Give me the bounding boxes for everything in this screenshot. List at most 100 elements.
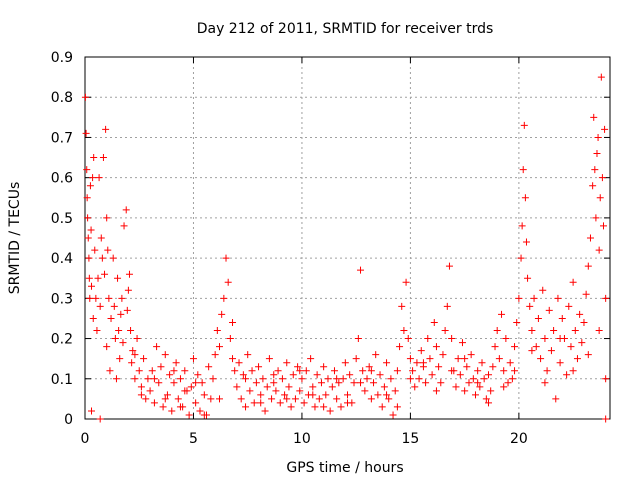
data-point — [474, 367, 482, 375]
x-tick-label: 0 — [81, 431, 90, 447]
data-point — [498, 310, 506, 318]
data-point — [248, 367, 256, 375]
data-point — [409, 367, 417, 375]
data-point — [480, 375, 488, 383]
data-point — [517, 254, 525, 262]
data-point — [476, 383, 484, 391]
data-point — [556, 335, 564, 343]
data-point — [406, 355, 414, 363]
data-point — [461, 387, 469, 395]
data-point — [582, 290, 590, 298]
data-point — [120, 222, 128, 230]
data-point — [309, 391, 317, 399]
data-point — [463, 363, 471, 371]
data-point — [328, 383, 336, 391]
data-point — [458, 339, 466, 347]
data-point — [337, 403, 345, 411]
data-point — [359, 367, 367, 375]
data-point — [294, 363, 302, 371]
data-point — [185, 411, 193, 419]
data-point — [115, 327, 123, 335]
data-point — [103, 343, 111, 351]
data-point — [246, 387, 254, 395]
data-point — [313, 371, 321, 379]
data-point — [85, 274, 93, 282]
data-point — [417, 347, 425, 355]
data-point — [81, 93, 89, 101]
data-point — [426, 355, 434, 363]
data-point — [335, 379, 343, 387]
data-point — [296, 387, 304, 395]
data-point — [291, 395, 299, 403]
data-point — [239, 371, 247, 379]
data-point — [200, 411, 208, 419]
data-point — [103, 214, 111, 222]
data-point — [218, 310, 226, 318]
data-point — [226, 335, 234, 343]
y-tick-label: 0.3 — [51, 291, 73, 307]
data-point — [554, 294, 562, 302]
data-point — [389, 411, 397, 419]
data-point — [393, 367, 401, 375]
data-point — [82, 129, 90, 137]
data-point — [534, 314, 542, 322]
data-point — [137, 391, 145, 399]
data-point — [283, 395, 291, 403]
data-point — [211, 351, 219, 359]
data-point — [222, 254, 230, 262]
data-point — [567, 343, 575, 351]
data-point — [296, 367, 304, 375]
data-point — [495, 355, 503, 363]
data-point — [124, 286, 132, 294]
data-point — [528, 347, 536, 355]
data-point — [357, 266, 365, 274]
data-point — [144, 375, 152, 383]
data-point — [372, 351, 380, 359]
data-point — [106, 367, 114, 375]
data-point — [153, 343, 161, 351]
data-point — [302, 367, 310, 375]
data-point — [189, 355, 197, 363]
data-point — [104, 246, 112, 254]
data-point — [200, 391, 208, 399]
data-point — [441, 327, 449, 335]
data-point — [326, 407, 334, 415]
data-point — [396, 343, 404, 351]
data-point — [101, 270, 109, 278]
data-point — [576, 310, 584, 318]
data-point — [176, 375, 184, 383]
data-point — [454, 355, 462, 363]
data-point — [116, 355, 124, 363]
data-point — [539, 286, 547, 294]
data-point — [91, 246, 99, 254]
data-point — [424, 335, 432, 343]
data-point — [287, 403, 295, 411]
data-point — [255, 363, 263, 371]
data-point — [573, 355, 581, 363]
data-point — [311, 403, 319, 411]
data-point — [437, 379, 445, 387]
data-point — [84, 214, 92, 222]
data-point — [192, 399, 200, 407]
data-point — [552, 395, 560, 403]
data-point — [339, 375, 347, 383]
data-point — [216, 395, 224, 403]
data-point — [448, 367, 456, 375]
data-point — [111, 335, 119, 343]
data-point — [530, 294, 538, 302]
data-point — [556, 359, 564, 367]
data-point — [443, 302, 451, 310]
data-point — [97, 234, 105, 242]
data-point — [383, 359, 391, 367]
data-point — [250, 399, 258, 407]
data-point — [142, 395, 150, 403]
chart-title: Day 212 of 2011, SRMTID for receiver trd… — [197, 21, 494, 37]
data-point — [272, 387, 280, 395]
data-point — [92, 294, 100, 302]
data-point — [465, 379, 473, 387]
data-point — [88, 282, 96, 290]
data-point — [88, 407, 96, 415]
data-point — [87, 226, 95, 234]
data-point — [344, 391, 351, 399]
data-point — [456, 371, 464, 379]
